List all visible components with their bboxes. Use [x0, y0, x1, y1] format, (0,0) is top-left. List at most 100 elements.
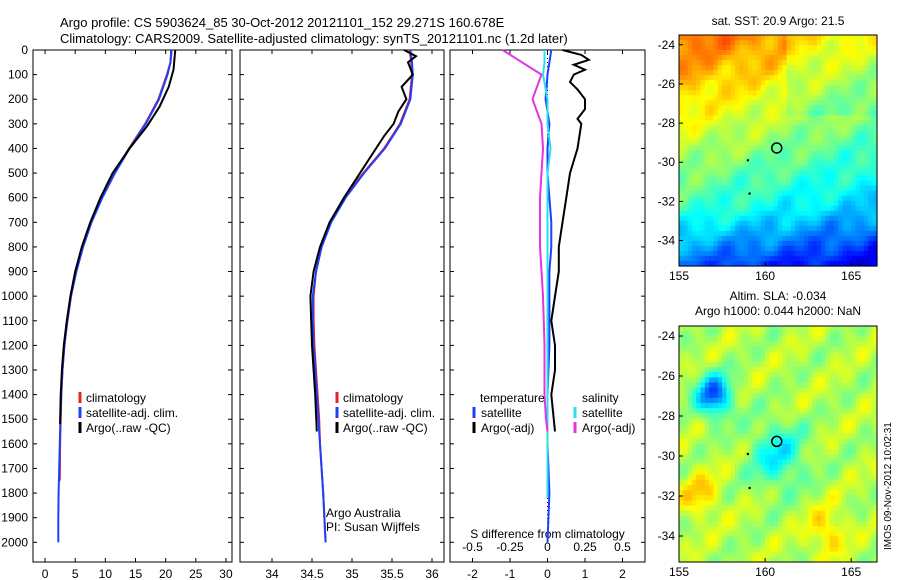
heatmap-cell — [760, 40, 766, 46]
heatmap-cell — [709, 361, 715, 368]
heatmap-cell — [842, 372, 848, 378]
heatmap-cell — [765, 145, 770, 152]
heatmap-cell — [730, 515, 736, 522]
heatmap-cell — [786, 510, 792, 517]
heatmap-cell — [851, 220, 857, 227]
heatmap-cell — [782, 215, 788, 222]
heatmap-cell — [786, 240, 792, 247]
heatmap-cell — [872, 160, 878, 167]
heatmap-cell — [679, 240, 684, 247]
heatmap-cell — [816, 135, 822, 142]
heatmap-cell — [821, 464, 826, 471]
heatmap-cell — [700, 80, 706, 86]
heatmap-cell — [859, 40, 865, 46]
heatmap-cell — [872, 536, 878, 543]
heatmap-cell — [795, 372, 801, 378]
heatmap-cell — [790, 80, 796, 86]
heatmap-cell — [790, 185, 796, 192]
heatmap-cell — [821, 145, 826, 152]
heatmap-cell — [782, 200, 788, 207]
heatmap-cell — [829, 135, 835, 142]
heatmap-cell — [760, 459, 766, 466]
heatmap-cell — [790, 423, 796, 430]
heatmap-cell — [691, 526, 697, 532]
heatmap-cell — [726, 438, 732, 445]
heatmap-cell — [782, 546, 788, 553]
heatmap-cell — [838, 100, 844, 106]
heatmap-cell — [691, 372, 697, 378]
heatmap-cell — [808, 500, 814, 507]
heatmap-cell — [679, 510, 684, 517]
heatmap-cell — [687, 80, 693, 86]
heatmap-cell — [726, 115, 732, 121]
heatmap-cell — [756, 180, 762, 187]
heatmap-cell — [846, 341, 852, 348]
heatmap-cell — [747, 515, 753, 522]
heatmap-cell — [803, 485, 809, 491]
heatmap-cell — [713, 180, 719, 187]
heatmap-cell — [803, 464, 809, 471]
heatmap-cell — [700, 433, 706, 440]
heatmap-cell — [726, 185, 732, 192]
heatmap-cell — [833, 505, 839, 512]
heatmap-cell — [700, 485, 706, 491]
heatmap-cell — [778, 438, 783, 445]
heatmap-cell — [730, 413, 736, 419]
heatmap-cell — [709, 490, 715, 496]
heatmap-cell — [838, 331, 844, 337]
heatmap-cell — [769, 479, 775, 486]
heatmap-cell — [769, 40, 775, 46]
heatmap-cell — [782, 155, 788, 162]
legend-title: salinity — [582, 391, 619, 405]
heatmap-cell — [773, 485, 779, 491]
heatmap-cell — [734, 220, 740, 227]
heatmap-cell — [872, 361, 878, 368]
heatmap-cell — [851, 331, 857, 337]
heatmap-cell — [765, 531, 770, 537]
heatmap-cell — [747, 85, 753, 91]
heatmap-cell — [713, 85, 719, 91]
heatmap-cell — [722, 408, 727, 414]
heatmap-cell — [799, 485, 805, 491]
heatmap-cell — [838, 80, 844, 86]
heatmap-cell — [816, 245, 822, 252]
heatmap-cell — [769, 341, 775, 348]
heatmap-cell — [709, 160, 715, 167]
heatmap-cell — [700, 35, 706, 41]
heatmap-cell — [687, 351, 693, 358]
heatmap-cell — [756, 469, 762, 476]
heatmap-cell — [846, 546, 852, 553]
heatmap-cell — [846, 185, 852, 192]
heatmap-cell — [726, 331, 732, 337]
heatmap-cell — [816, 336, 822, 342]
heatmap-cell — [760, 382, 766, 389]
heatmap-cell — [825, 105, 831, 111]
heatmap-cell — [868, 55, 874, 61]
heatmap-cell — [760, 70, 766, 76]
heatmap-cell — [734, 105, 740, 111]
heatmap-cell — [752, 459, 758, 466]
heatmap-cell — [730, 469, 736, 476]
heatmap-cell — [846, 505, 852, 512]
heatmap-cell — [864, 245, 869, 252]
heatmap-cell — [683, 428, 689, 435]
heatmap-cell — [726, 80, 732, 86]
heatmap-cell — [855, 65, 861, 71]
heatmap-cell — [747, 120, 753, 126]
heatmap-cell — [833, 250, 839, 257]
heatmap-cell — [730, 464, 736, 471]
heatmap-cell — [687, 45, 693, 51]
heatmap-cell — [713, 170, 719, 177]
heatmap-cell — [752, 155, 758, 162]
heatmap-cell — [739, 541, 745, 548]
heatmap-cell — [859, 428, 865, 435]
heatmap-cell — [838, 444, 844, 450]
heatmap-cell — [739, 336, 745, 342]
heatmap-cell — [730, 367, 736, 373]
heatmap-cell — [859, 235, 865, 242]
heatmap-cell — [700, 65, 706, 71]
heatmap-cell — [868, 515, 874, 522]
heatmap-cell — [713, 215, 719, 222]
heatmap-cell — [851, 110, 857, 116]
heatmap-cell — [859, 361, 865, 368]
